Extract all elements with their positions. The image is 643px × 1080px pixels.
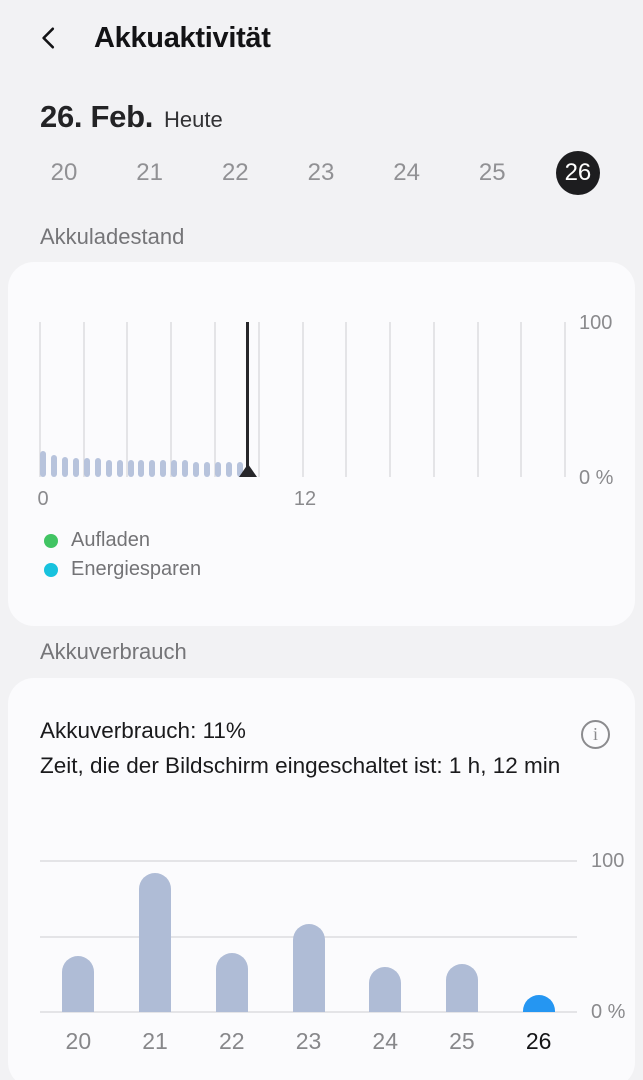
battery-level-card: 100 0 % 0 12 Aufladen Energiesparen: [8, 262, 635, 626]
battery-level-bar: [83, 458, 90, 477]
usage-bar-day-22[interactable]: [215, 953, 248, 1012]
date-row: 26. Feb. Heute: [40, 99, 223, 135]
gridline-hour-8: [213, 322, 216, 477]
usage-bar-day-23[interactable]: [292, 924, 325, 1012]
day-chip-23[interactable]: 23: [307, 159, 335, 186]
level-x-label-0: 0: [37, 488, 49, 510]
battery-level-bar: [116, 459, 123, 477]
level-x-label-12: 12: [293, 488, 317, 510]
day-chip-20[interactable]: 20: [50, 159, 78, 186]
battery-level-bar: [225, 461, 232, 477]
level-y-max-label: 100: [579, 312, 613, 334]
day-chip-26[interactable]: 26: [555, 151, 600, 195]
battery-level-bar: [149, 459, 156, 477]
legend-item-charging: Aufladen: [44, 526, 201, 555]
battery-level-bar: [215, 461, 221, 477]
usage-y-min-label: 0 %: [591, 1001, 626, 1023]
usage-bar-day-26[interactable]: [522, 995, 555, 1012]
gridline-hour-10: [257, 322, 260, 477]
info-icon: i: [592, 724, 598, 744]
section-title-battery-usage: Akkuverbrauch: [40, 639, 187, 664]
battery-level-bar: [204, 461, 211, 477]
day-selector: 20 21 22 23 24 25 26: [42, 151, 600, 195]
section-title-battery-level: Akkuladestand: [40, 224, 185, 249]
current-time-marker-arrow: [238, 464, 257, 477]
battery-usage-card: Akkuverbrauch: 11% Zeit, die der Bildsch…: [8, 678, 635, 1080]
info-button[interactable]: i: [581, 720, 610, 749]
battery-level-bar: [94, 458, 101, 477]
usage-day-label-22[interactable]: 22: [218, 1028, 245, 1054]
header: Akkuaktivität: [28, 14, 271, 62]
gridline-hour-6: [170, 322, 173, 477]
battery-level-plot[interactable]: [39, 322, 566, 477]
gridline-hour-24: [564, 322, 566, 477]
level-y-min-label: 0 %: [579, 467, 614, 489]
screen-on-time-value: Zeit, die der Bildschirm eingeschaltet i…: [40, 753, 561, 778]
charging-dot-icon: [44, 533, 58, 548]
usage-day-label-23[interactable]: 23: [295, 1028, 322, 1054]
gridline-hour-14: [345, 322, 348, 477]
battery-level-bar: [105, 459, 112, 477]
gridline-hour-20: [476, 322, 479, 477]
page-title: Akkuaktivität: [94, 21, 271, 54]
date-qualifier-label: Heute: [164, 107, 223, 132]
gridline-100-percent: [40, 860, 577, 862]
usage-y-max-label: 100: [591, 850, 625, 872]
usage-day-label-24[interactable]: 24: [372, 1028, 398, 1054]
current-time-marker-line: [246, 322, 250, 467]
day-chip-24[interactable]: 24: [393, 159, 420, 186]
usage-day-label-26[interactable]: 26: [525, 1028, 552, 1054]
day-chip-21[interactable]: 21: [136, 159, 163, 186]
usage-bar-day-25[interactable]: [445, 963, 478, 1012]
usage-day-label-21[interactable]: 21: [142, 1028, 168, 1054]
usage-day-labels: 20 21 22 23 24 25 26: [40, 1028, 577, 1056]
battery-level-bar: [160, 459, 167, 477]
usage-day-label-25[interactable]: 25: [449, 1028, 475, 1054]
day-chip-22[interactable]: 22: [221, 159, 249, 186]
gridline-hour-12: [301, 322, 304, 477]
gridline-hour-2: [82, 322, 85, 477]
battery-level-bar: [182, 459, 189, 477]
gridline-hour-0: [39, 322, 41, 477]
legend-item-power-saving: Energiesparen: [44, 555, 201, 584]
battery-level-bar: [61, 456, 68, 477]
gridline-0-percent: [40, 1011, 577, 1013]
battery-level-bar: [171, 459, 178, 477]
power-saving-dot-icon: [44, 562, 58, 577]
legend-power-saving-label: Energiesparen: [71, 558, 202, 580]
legend: Aufladen Energiesparen: [44, 526, 201, 584]
battery-level-bar: [193, 461, 200, 477]
legend-charging-label: Aufladen: [71, 529, 150, 551]
selected-date-label: 26. Feb.: [40, 99, 154, 134]
gridline-hour-16: [388, 322, 391, 477]
gridline-hour-18: [432, 322, 435, 477]
usage-day-label-20[interactable]: 20: [65, 1028, 92, 1054]
battery-usage-value: Akkuverbrauch: 11%: [40, 718, 246, 743]
battery-level-bar: [50, 455, 57, 477]
battery-level-bar: [40, 450, 46, 477]
battery-usage-plot[interactable]: [40, 860, 577, 1013]
back-chevron-icon: [36, 25, 62, 51]
battery-level-bar: [138, 459, 145, 477]
gridline-hour-4: [126, 322, 129, 477]
battery-level-bar: [127, 459, 134, 477]
battery-level-bar: [72, 458, 79, 477]
day-chip-25[interactable]: 25: [478, 159, 506, 186]
usage-bar-day-24[interactable]: [369, 966, 402, 1012]
usage-bar-day-21[interactable]: [139, 873, 172, 1012]
gridline-hour-22: [520, 322, 523, 477]
usage-bar-day-20[interactable]: [62, 956, 95, 1012]
back-button[interactable]: [28, 17, 70, 59]
